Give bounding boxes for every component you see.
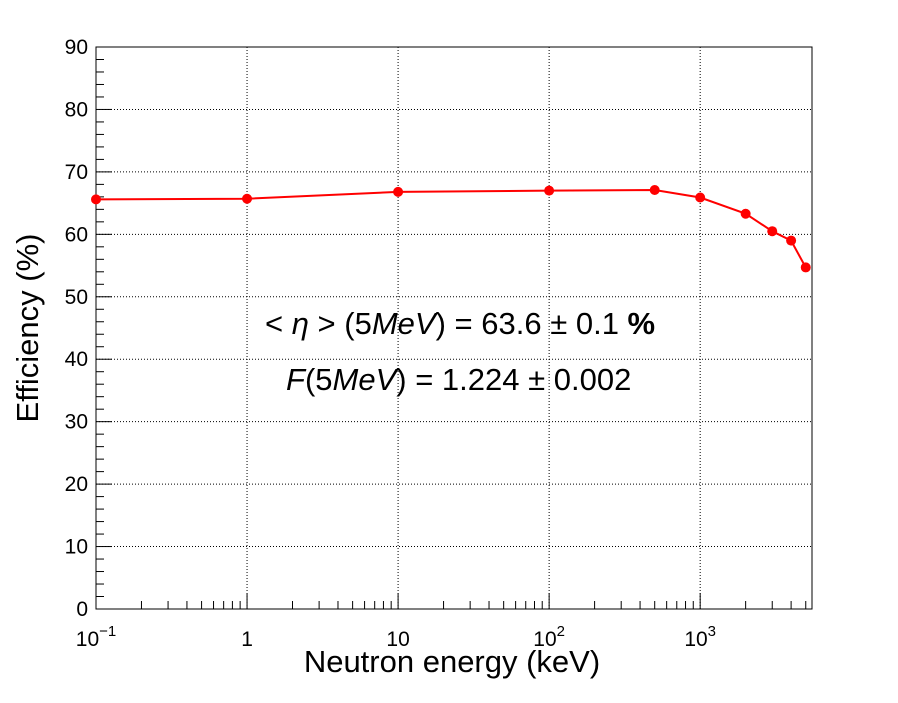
x-tick-label: 103	[684, 623, 716, 651]
y-tick-label: 0	[76, 598, 88, 621]
x-tick-label: 10	[386, 628, 409, 651]
y-tick-label: 40	[65, 348, 88, 371]
y-tick-label: 50	[65, 286, 88, 309]
annotation-percent: %	[628, 306, 656, 341]
data-point	[786, 235, 797, 246]
x-tick-label: 1	[241, 628, 253, 651]
x-tick-labels: 10−1 1 10 102 103	[76, 623, 716, 651]
annotation-eta: η	[292, 306, 309, 341]
data-point	[393, 186, 404, 197]
annotation-lt: <	[265, 306, 292, 341]
data-series	[91, 184, 811, 273]
grid	[96, 47, 812, 609]
annotation-unit: MeV	[333, 362, 400, 397]
data-point	[740, 208, 751, 219]
x-tick-label: 102	[533, 623, 565, 651]
data-point	[767, 226, 778, 237]
y-tick-labels: 0 10 20 30 40 50 60 70 80 90	[65, 36, 88, 621]
annotation-open: (5	[344, 306, 372, 341]
y-tick-label: 60	[65, 223, 88, 246]
annotation-gt: >	[309, 306, 344, 341]
series-line	[95, 188, 807, 268]
annotation-value: ) = 63.6 ± 0.1	[436, 306, 628, 341]
annotation-f: F	[286, 362, 307, 397]
x-axis-title: Neutron energy (keV)	[304, 644, 600, 679]
data-point	[695, 192, 706, 203]
data-point	[544, 185, 555, 196]
mean-efficiency-annotation: < η > (5MeV) = 63.6 ± 0.1 %	[265, 306, 655, 341]
annotation-open: (5	[305, 362, 333, 397]
y-tick-label: 80	[65, 98, 88, 121]
annotation-value: ) = 1.224 ± 0.002	[396, 362, 631, 397]
y-tick-label: 20	[65, 473, 88, 496]
plot-frame	[95, 46, 813, 610]
y-tick-label: 10	[65, 536, 88, 559]
data-point	[800, 262, 811, 273]
data-point	[242, 193, 253, 204]
y-axis-title: Efficiency (%)	[10, 234, 45, 423]
y-tick-label: 90	[65, 36, 88, 59]
axis-ticks	[95, 46, 807, 610]
data-point	[649, 184, 660, 195]
annotation-unit: MeV	[372, 306, 439, 341]
y-tick-label: 70	[65, 161, 88, 184]
y-tick-label: 30	[65, 411, 88, 434]
x-tick-label: 10−1	[76, 623, 116, 651]
data-point	[91, 194, 101, 205]
f-factor-annotation: F(5MeV) = 1.224 ± 0.002	[286, 362, 631, 397]
